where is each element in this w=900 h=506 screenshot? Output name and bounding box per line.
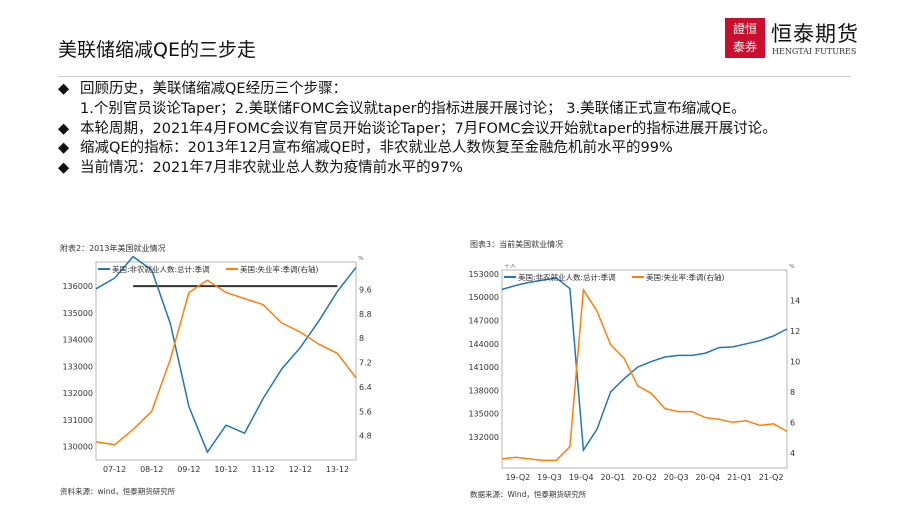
y-left-tick-label: 135000 — [468, 410, 499, 419]
logo-seal: 證恒 泰券 — [725, 18, 765, 58]
logo-name: 恒泰期货 — [771, 22, 859, 46]
diamond-bullet-icon: ◆ — [58, 160, 70, 177]
left-chart-source: 资料来源：wind，恒泰期货研究所 — [60, 487, 176, 496]
x-tick-label: 07-12 — [103, 465, 126, 474]
y-right-tick-label: 12 — [790, 327, 800, 336]
y-right-unit: % — [789, 264, 795, 270]
y-left-tick-label: 130000 — [62, 443, 93, 452]
company-logo: 證恒 泰券 恒泰期货 HENGTAI FUTURES — [725, 18, 875, 68]
plot-frame — [95, 261, 357, 461]
diamond-bullet-icon: ◆ — [58, 140, 70, 157]
y-right-tick-label: 7.2 — [359, 359, 372, 368]
left-chart-title: 附表2：2013年美国就业情况 — [60, 244, 166, 253]
y-left-tick-label: 136000 — [62, 282, 93, 291]
bullet-text: 本轮周期，2021年4月FOMC会议有官员开始谈论Taper；7月FOMC会议开… — [80, 120, 777, 137]
y-left-tick-label: 141000 — [468, 363, 499, 372]
page-title: 美联储缩减QE的三步走 — [58, 39, 256, 61]
x-tick-label: 09-12 — [177, 465, 200, 474]
bullet-text: 回顾历史，美联储缩减QE经历三个步骤： — [80, 81, 348, 97]
bullet-item: ◆ 当前情况：2021年7月非农就业总人数为疫情前水平的97% — [58, 159, 888, 179]
y-right-tick-label: 4.8 — [359, 432, 372, 441]
y-left-tick-label: 144000 — [468, 340, 499, 349]
y-left-tick-label: 131000 — [62, 416, 93, 425]
legend-label: 美国:失业率:季调(右轴) — [646, 272, 724, 282]
x-tick-label: 20-Q3 — [664, 473, 689, 482]
y-right-tick-label: 14 — [790, 296, 800, 305]
right-chart-title: 图表3：当前美国就业情况 — [470, 240, 564, 249]
x-tick-label: 20-Q1 — [600, 473, 625, 482]
bullet-detail: 1.个别官员谈论Taper；2.美联储FOMC会议就taper的指标进展开展讨论… — [80, 100, 746, 117]
y-right-tick-label: 10 — [790, 357, 800, 366]
diamond-bullet-icon: ◆ — [58, 81, 70, 97]
unemployment-line — [95, 279, 357, 446]
x-tick-label: 11-12 — [252, 465, 275, 474]
y-right-tick-label: 8 — [790, 388, 795, 397]
title-divider — [58, 76, 851, 77]
left-employment-chart: 130000 131000 132000 133000 134000 135000 1360… — [62, 256, 372, 474]
x-tick-label: 10-12 — [214, 465, 237, 474]
employment-line — [501, 277, 788, 453]
y-right-tick-label: 5.6 — [359, 407, 372, 416]
right-chart-source: 数据来源：Wind，恒泰期货研究所 — [470, 490, 587, 499]
bullet-text: 缩减QE的指标：2013年12月宣布缩减QE时，非农就业总人数恢复至金融危机前水… — [80, 140, 673, 157]
plot-frame — [501, 269, 788, 469]
logo-subtitle: HENGTAI FUTURES — [772, 47, 857, 56]
y-left-tick-label: 132000 — [62, 389, 93, 398]
x-tick-label: 12-12 — [289, 465, 312, 474]
x-tick-label: 19-Q2 — [505, 473, 530, 482]
bullet-item: ◆ 本轮周期，2021年4月FOMC会议有官员开始谈论Taper；7月FOMC会… — [58, 120, 888, 140]
right-employment-chart: 132000 135000 138000 141000 144000 147000 1500… — [468, 264, 800, 482]
y-left-tick-label: 147000 — [468, 316, 499, 325]
y-right-tick-label: 8.8 — [359, 310, 372, 319]
bullet-list: ◆ 回顾历史，美联储缩减QE经历三个步骤： 1.个别官员谈论Taper；2.美联… — [58, 80, 888, 179]
legend-label: 美国:非农就业人数:总计:季调 — [112, 264, 210, 274]
legend-label: 美国:非农就业人数:总计:季调 — [518, 272, 616, 282]
x-tick-label: 21-Q2 — [759, 473, 784, 482]
unemployment-line — [501, 287, 788, 462]
x-tick-label: 20-Q4 — [695, 473, 720, 482]
y-left-tick-label: 132000 — [468, 433, 499, 442]
bullet-item: ◆ 缩减QE的指标：2013年12月宣布缩减QE时，非农就业总人数恢复至金融危机… — [58, 139, 888, 159]
bullet-item: ◆ 回顾历史，美联储缩减QE经历三个步骤： — [58, 80, 888, 100]
y-right-tick-label: 8 — [359, 334, 364, 343]
x-tick-label: 21-Q1 — [727, 473, 752, 482]
y-left-tick-label: 135000 — [62, 309, 93, 318]
diamond-bullet-icon: ◆ — [58, 120, 70, 137]
y-left-tick-label: 150000 — [468, 293, 499, 302]
x-tick-label: 19-Q3 — [537, 473, 562, 482]
y-left-unit: 千人 — [504, 264, 516, 270]
bullet-text: 当前情况：2021年7月非农就业总人数为疫情前水平的97% — [80, 160, 463, 177]
y-right-unit: % — [358, 256, 364, 262]
x-tick-label: 20-Q2 — [632, 473, 657, 482]
y-left-tick-label: 153000 — [468, 270, 499, 279]
y-left-tick-label: 133000 — [62, 362, 93, 371]
legend-label: 美国:失业率:季调(右轴) — [240, 264, 318, 274]
y-left-tick-label: 134000 — [62, 336, 93, 345]
y-right-tick-label: 4 — [790, 449, 795, 458]
y-right-tick-label: 6.4 — [359, 383, 372, 392]
x-tick-label: 19-Q4 — [569, 473, 594, 482]
y-left-tick-label: 138000 — [468, 386, 499, 395]
x-tick-label: 13-12 — [326, 465, 349, 474]
x-tick-label: 08-12 — [140, 465, 163, 474]
employment-line — [95, 256, 357, 454]
y-right-tick-label: 6 — [790, 418, 795, 427]
y-right-tick-label: 9.6 — [359, 285, 372, 294]
